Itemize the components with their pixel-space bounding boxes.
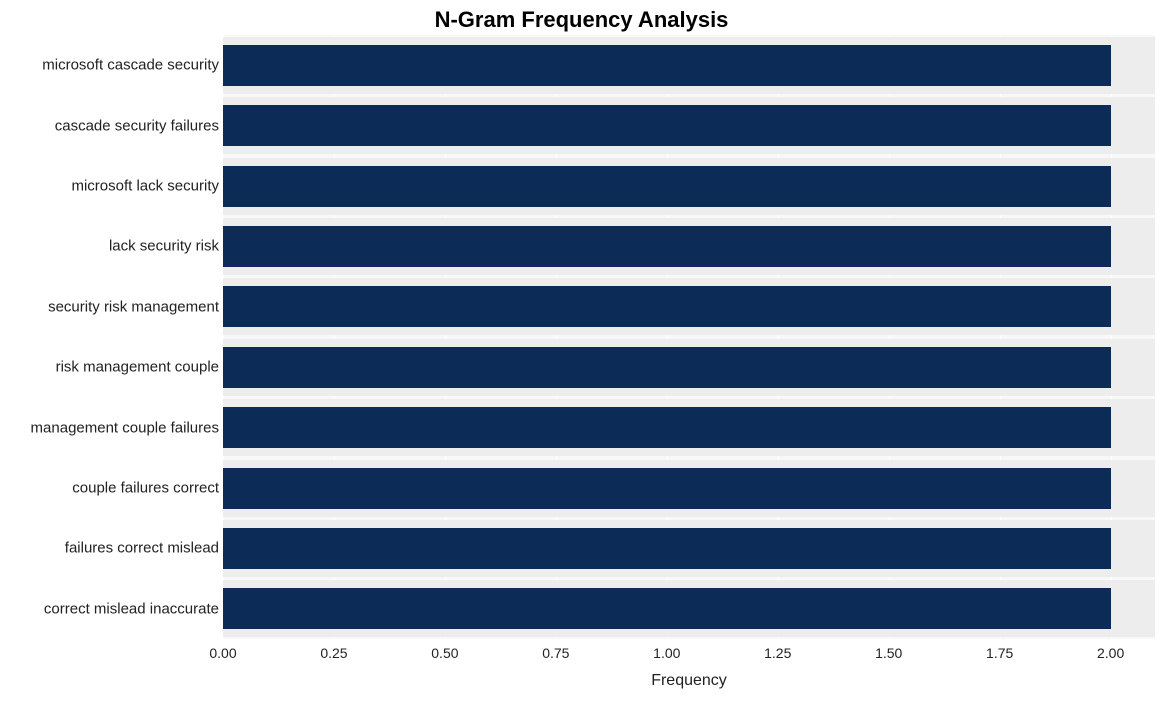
- y-tick-label: management couple failures: [31, 419, 219, 436]
- plot-area: [223, 35, 1155, 639]
- y-tick-label: microsoft lack security: [71, 178, 219, 195]
- x-tick-label: 0.50: [431, 645, 458, 661]
- ngram-frequency-chart: N-Gram Frequency Analysis Frequency 0.00…: [0, 0, 1163, 701]
- y-tick-label: risk management couple: [56, 359, 219, 376]
- bar: [223, 105, 1111, 146]
- y-tick-label: cascade security failures: [55, 117, 219, 134]
- bar: [223, 588, 1111, 629]
- bar: [223, 45, 1111, 86]
- bar: [223, 528, 1111, 569]
- x-tick-label: 0.75: [542, 645, 569, 661]
- y-tick-label: correct mislead inaccurate: [44, 600, 219, 617]
- x-tick-label: 0.25: [320, 645, 347, 661]
- x-tick-label: 1.50: [875, 645, 902, 661]
- bar: [223, 286, 1111, 327]
- y-tick-label: couple failures correct: [72, 480, 219, 497]
- x-tick-label: 1.25: [764, 645, 791, 661]
- y-tick-label: lack security risk: [109, 238, 219, 255]
- bar: [223, 468, 1111, 509]
- x-tick-label: 1.00: [653, 645, 680, 661]
- bar: [223, 166, 1111, 207]
- bar: [223, 407, 1111, 448]
- y-tick-label: security risk management: [48, 298, 219, 315]
- y-tick-label: failures correct mislead: [65, 540, 219, 557]
- bar: [223, 226, 1111, 267]
- bar: [223, 347, 1111, 388]
- y-tick-label: microsoft cascade security: [42, 57, 219, 74]
- x-axis-label: Frequency: [223, 672, 1155, 690]
- x-tick-label: 1.75: [986, 645, 1013, 661]
- x-tick-label: 0.00: [209, 645, 236, 661]
- x-tick-label: 2.00: [1097, 645, 1124, 661]
- chart-title: N-Gram Frequency Analysis: [0, 7, 1163, 33]
